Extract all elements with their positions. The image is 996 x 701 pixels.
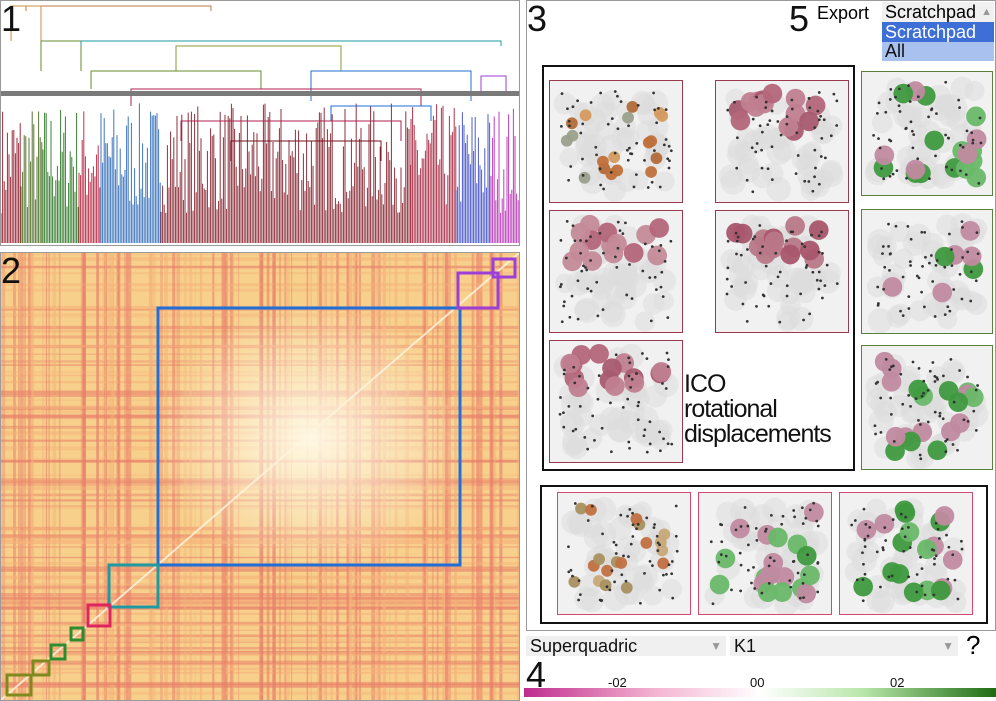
scratch-thumb-1[interactable] [549,80,683,203]
panel-number-4: 4 [526,654,547,695]
export-option-scratchpad[interactable]: Scratchpad [882,22,994,42]
scratch-thumb-4[interactable] [715,210,849,333]
chevron-down-icon: ▼ [710,639,722,653]
scratch-thumb-11[interactable] [839,492,973,615]
dendrogram-panel[interactable]: 1 [0,0,520,246]
sphere-cluster [865,351,989,469]
scratch-thumb-2[interactable] [715,80,849,203]
panel-number-5: 5 [789,0,810,39]
sphere-cluster [864,76,987,189]
sphere-cluster [844,498,967,614]
annotation-line-1: ICO [684,370,726,398]
scratch-thumb-8[interactable] [861,345,993,470]
annotation-line-3: displacements [684,420,832,448]
sphere-cluster [866,213,988,333]
sphere-cluster [553,343,679,460]
field-select[interactable]: K1 ▼ [730,636,958,656]
scroll-up-icon[interactable]: ▲ [981,6,992,18]
scratch-thumb-10[interactable] [698,492,832,615]
sphere-cluster [561,497,682,613]
dendrogram-chart[interactable] [1,1,519,245]
ico-group-box[interactable]: ICO rotational displacements [542,65,855,471]
gallery-panel[interactable]: 3 5 Export Scratchpad ▲ Scratchpad All I… [526,0,996,631]
sphere-cluster [720,214,841,332]
export-label: Export [817,3,870,23]
scratch-thumb-9[interactable] [557,492,691,615]
sphere-cluster [718,83,844,202]
help-button[interactable]: ? [966,630,981,660]
export-option-all[interactable]: All [882,42,994,61]
panel-number-1: 1 [1,0,22,39]
shape-select[interactable]: Superquadric ▼ [526,636,726,656]
similarity-matrix-panel[interactable]: 2 [0,252,520,701]
panel-number-3: 3 [527,0,548,39]
colorbar-tick-neg: -02 [608,675,627,690]
sphere-cluster [553,90,675,202]
scratch-thumb-3[interactable] [549,210,683,333]
scratch-thumb-7[interactable] [861,209,993,334]
sphere-cluster [555,214,677,332]
colorbar-tick-zero: 00 [750,675,765,690]
panel-number-2: 2 [1,250,22,291]
chevron-down-icon: ▼ [942,639,954,653]
field-select-value: K1 [734,636,757,656]
annotation-text[interactable]: ICO rotational displacements [684,370,832,448]
scratch-thumb-5[interactable] [549,340,683,463]
export-select[interactable]: Scratchpad ▲ Scratchpad All [882,2,994,62]
annotation-line-2: rotational [684,395,778,423]
bottom-group-box[interactable] [540,485,988,624]
colorbar[interactable] [524,688,996,697]
export-select-value: Scratchpad [885,2,977,22]
similarity-matrix[interactable] [1,253,519,700]
colorbar-tick-pos: 02 [890,675,905,690]
export-select-current[interactable]: Scratchpad ▲ [882,2,994,22]
sphere-cluster [704,497,829,614]
scratch-thumb-6[interactable] [861,71,993,196]
shape-select-value: Superquadric [530,636,638,656]
